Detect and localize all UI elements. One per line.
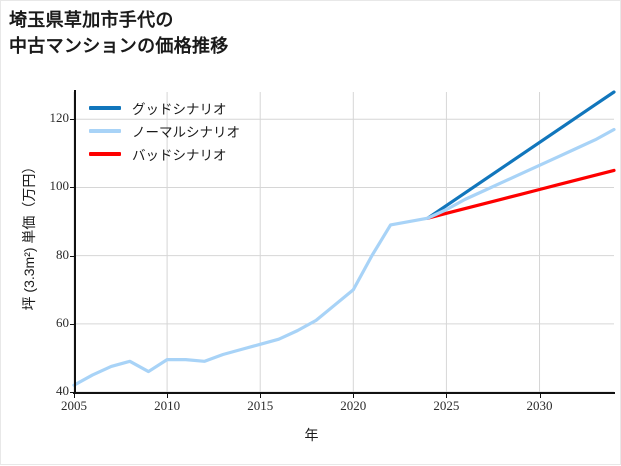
legend-swatch-good [89,105,121,110]
page-title: 埼玉県草加市手代の 中古マンションの価格推移 [9,10,229,57]
legend-swatch-normal [89,128,121,133]
legend-swatch-bad [89,151,121,156]
legend-item-bad: バッドシナリオ [89,142,289,165]
legend-item-good: グッドシナリオ [89,96,289,119]
legend: グッドシナリオ ノーマルシナリオ バッドシナリオ [87,93,293,169]
legend-label-bad: バッドシナリオ [132,147,227,163]
legend-label-good: グッドシナリオ [132,101,227,117]
x-axis-label: 年 [304,427,319,443]
y-axis-line [74,90,76,394]
x-axis-line [73,392,615,394]
y-axis-label: 坪 (3.3m²) 単価（万円） [21,159,37,311]
series-lines [72,90,616,387]
legend-item-normal: ノーマルシナリオ [89,119,289,142]
legend-label-normal: ノーマルシナリオ [132,124,240,140]
